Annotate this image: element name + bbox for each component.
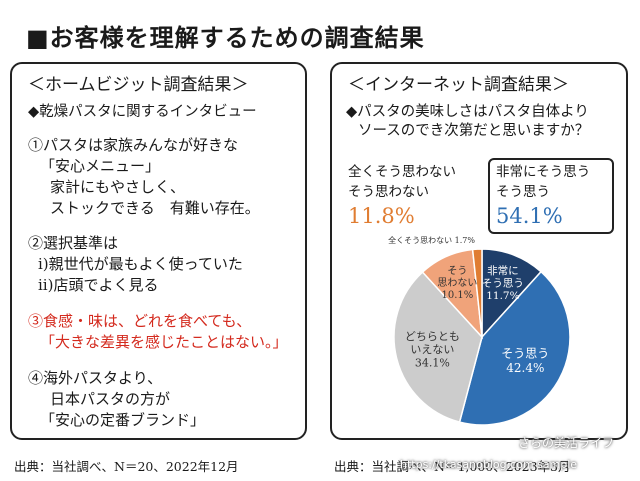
- pie-label-5: 全くそう思わない 1.7%: [388, 235, 475, 245]
- pie-slice-2: [458, 270, 571, 426]
- pie-slice-3: [393, 271, 483, 424]
- finding-2-line-1: ②選択基準は: [28, 234, 119, 252]
- finding-2-line-3: ⅱ)店頭でよく見る: [38, 276, 159, 294]
- finding-4-line-3: 「安心の定番ブランド」: [40, 411, 206, 429]
- negative-summary-label-2: そう思わない: [348, 184, 429, 200]
- pie-label-4: そう思わない 10.1%: [437, 265, 477, 301]
- positive-summary-box: [488, 158, 614, 234]
- page-title: ■お客様を理解するための調査結果: [26, 23, 425, 52]
- finding-2-line-2: ⅰ)親世代が最もよく使っていた: [38, 255, 243, 273]
- finding-4-line-2: 日本パスタの方が: [50, 390, 171, 408]
- survey-question-line-2: ソースのでき次第だと思いますか？: [358, 123, 590, 139]
- pie-label-2: そう思う 42.4%: [501, 347, 549, 375]
- watermark-line-2: https://tkasanoblog.com sample: [400, 458, 578, 471]
- positive-summary-label-2: そう思う: [496, 184, 550, 200]
- internet-survey-panel: ＜インターネット調査結果＞ ◆パスタの美味しさはパスタ自体より ソースのでき次第…: [330, 62, 628, 440]
- finding-1-line-4: ストックできる 有難い存在。: [50, 199, 260, 217]
- pie-slice-1: [481, 248, 543, 339]
- finding-1-line-1: ①パスタは家族みんなが好きな: [28, 136, 239, 154]
- finding-3-line-2: 「大きな差異を感じたことはない。」: [40, 333, 288, 351]
- opinion-pie-chart: 非常にそう思う 11.7% そう思う 42.4% どちらともいえない 34.1% そう思わな…: [388, 235, 571, 426]
- interview-subtitle: ◆乾燥パスタに関するインタビュー: [28, 104, 257, 120]
- finding-1-line-3: 家計にもやさしく、: [50, 178, 186, 196]
- internet-survey-title: ＜インターネット調査結果＞: [348, 75, 569, 95]
- home-visit-panel: ＜ホームビジット調査結果＞ ◆乾燥パスタに関するインタビュー ①パスタは家族みん…: [10, 62, 307, 440]
- positive-summary-percent: 54.1%: [496, 204, 563, 228]
- pie-slice-5: [471, 248, 483, 338]
- left-source: 出典：当社調べ、N＝20、2022年12月: [14, 459, 239, 474]
- survey-question-line-1: ◆パスタの美味しさはパスタ自体より: [346, 104, 589, 120]
- watermark-line-1: さらの美活ライフ: [518, 436, 615, 450]
- home-visit-title: ＜ホームビジット調査結果＞: [28, 75, 249, 95]
- finding-3-line-1: ③食感・味は、どれを食べても、: [28, 312, 252, 330]
- negative-summary-percent: 11.8%: [348, 204, 415, 228]
- pie-label-1: 非常にそう思う 11.7%: [482, 264, 524, 302]
- positive-summary-label-1: 非常にそう思う: [496, 164, 591, 180]
- pie-label-3: どちらともいえない 34.1%: [405, 330, 460, 369]
- negative-summary-label-1: 全くそう思わない: [348, 164, 456, 180]
- right-source: 出典：当社調べ、N＝1,000、2023年3月: [334, 459, 571, 474]
- finding-1-line-2: 「安心メニュー」: [40, 157, 161, 175]
- finding-4-line-1: ④海外パスタより、: [28, 369, 163, 387]
